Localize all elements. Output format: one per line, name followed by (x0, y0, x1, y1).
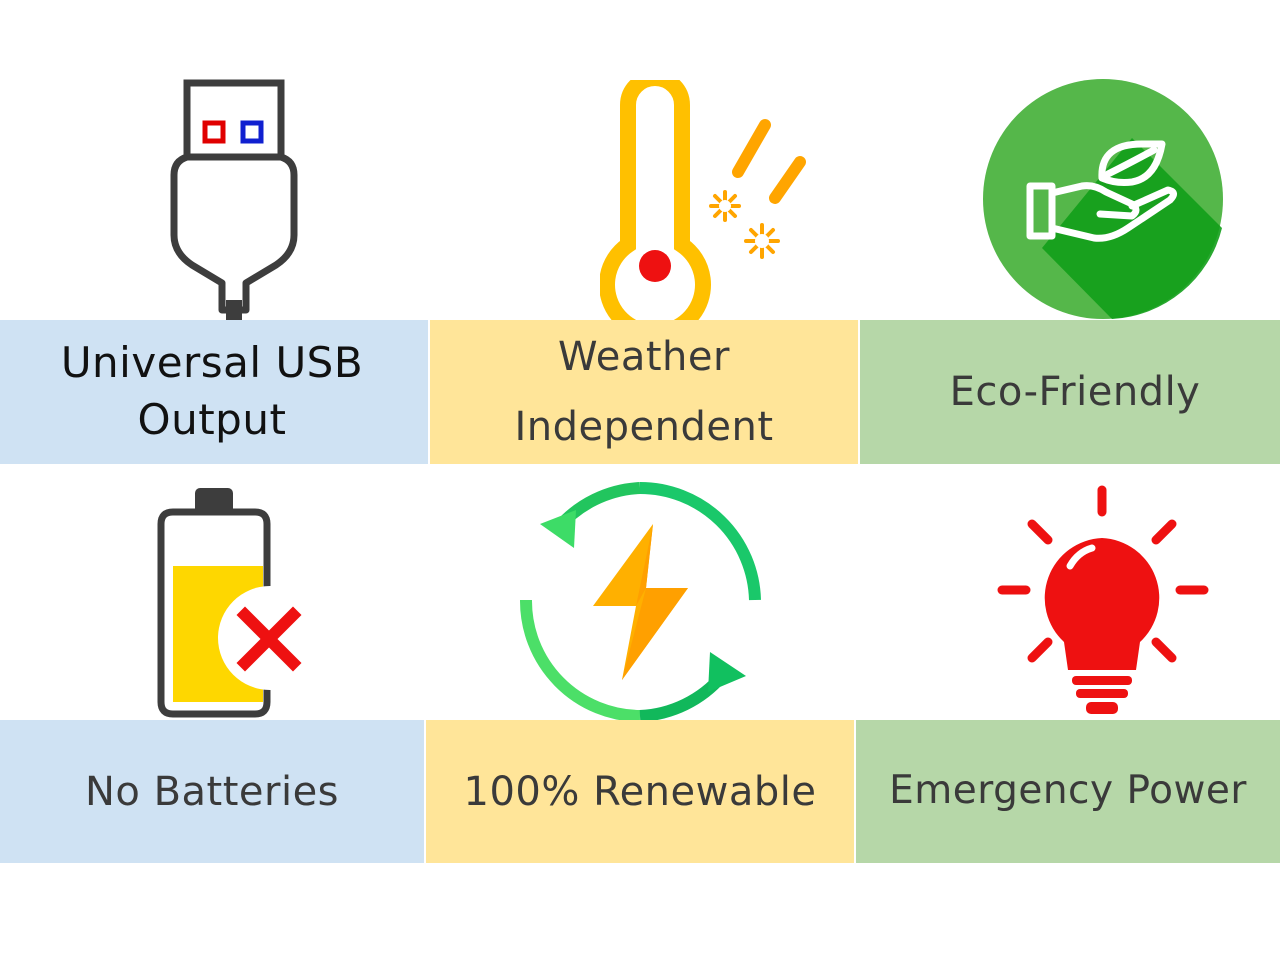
label-line: 100% Renewable (463, 768, 817, 815)
eco-hand-leaf-icon (982, 78, 1224, 320)
label-line: Weather (558, 334, 730, 380)
label-line: Eco-Friendly (949, 369, 1201, 415)
label-line: Independent (514, 404, 774, 450)
usb-plug-icon (160, 75, 310, 325)
label-line: No Batteries (84, 768, 340, 815)
label-line: Emergency Power (889, 768, 1247, 814)
feature-label-renewable: 100% Renewable (426, 720, 854, 863)
label-line: Universal USB (60, 338, 364, 388)
feature-label-weather: Weather Independent (430, 320, 858, 464)
renewable-energy-icon (518, 480, 768, 722)
feature-label-eco: Eco-Friendly (860, 320, 1280, 464)
light-bulb-icon (990, 482, 1218, 722)
thermometer-weather-icon (600, 80, 820, 320)
no-battery-icon (155, 482, 315, 722)
feature-label-universal-usb: Universal USB Output (0, 320, 428, 464)
feature-label-no-batteries: No Batteries (0, 720, 424, 863)
label-line: Output (137, 395, 287, 444)
feature-label-emergency: Emergency Power (856, 720, 1280, 863)
